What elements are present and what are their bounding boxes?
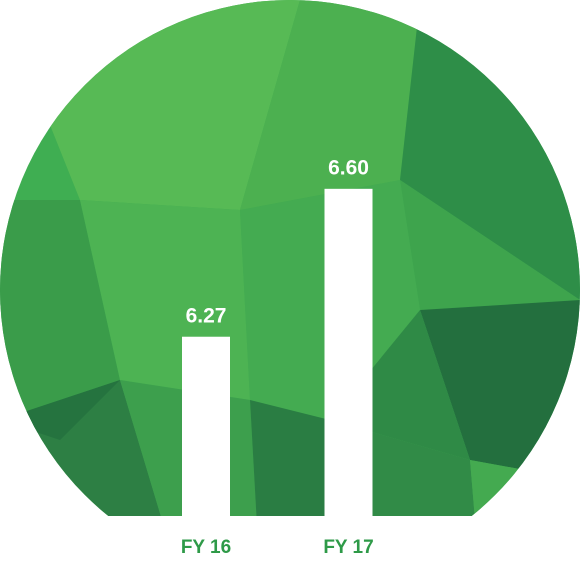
value-label: 6.60 bbox=[328, 156, 369, 179]
bar bbox=[324, 188, 373, 516]
value-label: 6.27 bbox=[186, 304, 227, 327]
plot: 6.27 FY 16 6.60 FY 17 bbox=[181, 156, 374, 558]
x-tick-label: FY 16 bbox=[181, 537, 231, 558]
bar bbox=[182, 336, 230, 516]
x-tick-label: FY 17 bbox=[323, 537, 373, 558]
